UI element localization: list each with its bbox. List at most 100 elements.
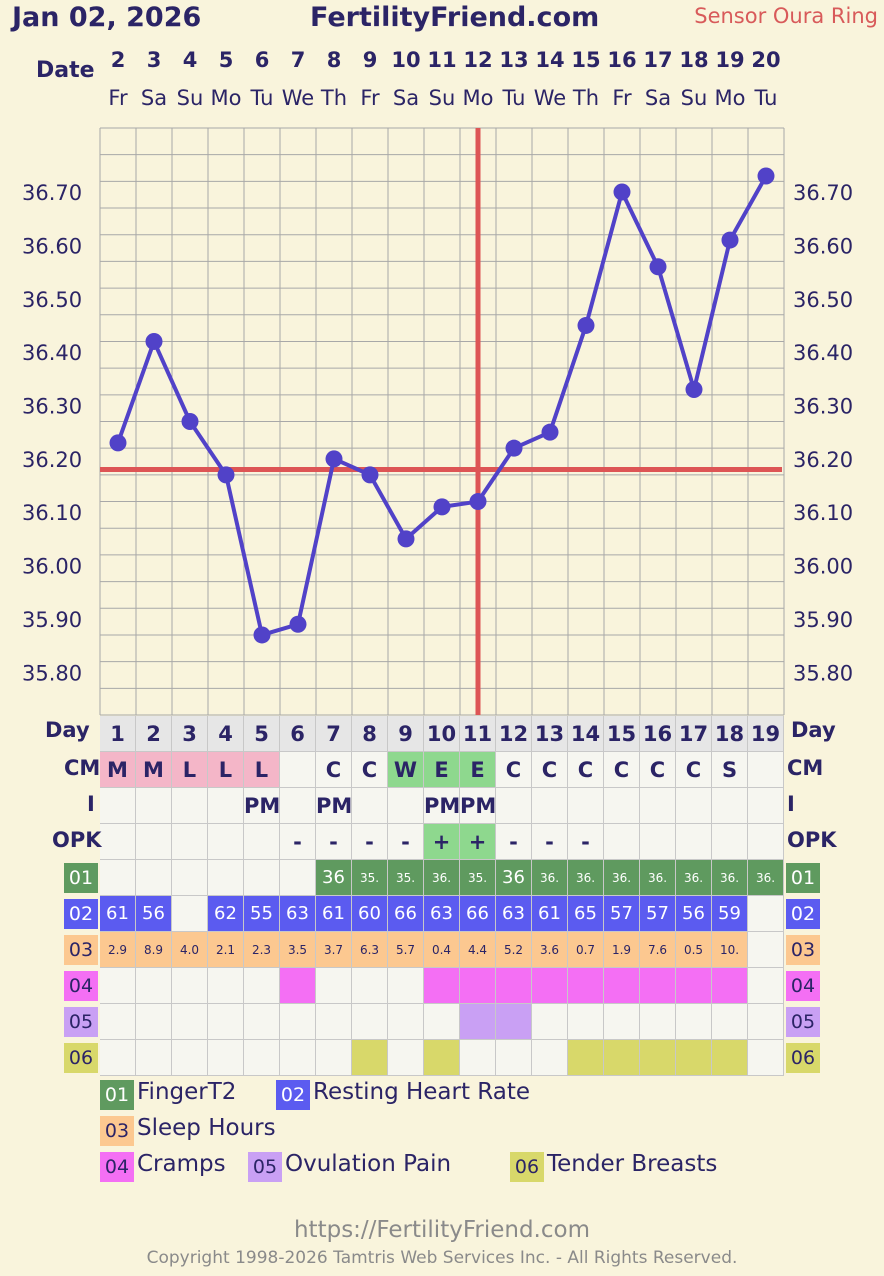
date-label: Date — [36, 58, 95, 83]
day-cell: 5 — [244, 716, 280, 752]
cm-cell: W — [388, 752, 424, 788]
cm-cell: E — [424, 752, 460, 788]
opk-cell — [676, 824, 712, 860]
legend-label: Ovulation Pain — [285, 1151, 452, 1177]
cm-cell: L — [172, 752, 208, 788]
custom-cell-03: 0.5 — [676, 932, 712, 968]
custom-cell-04 — [172, 968, 208, 1004]
day-cell: 8 — [352, 716, 388, 752]
intercourse-label-right: I — [787, 792, 795, 816]
opk-label-right: OPK — [787, 828, 837, 852]
day-cell: 16 — [640, 716, 676, 752]
custom-cell-02: 62 — [208, 896, 244, 932]
cm-cell: C — [496, 752, 532, 788]
custom-cell-05 — [640, 1004, 676, 1040]
opk-cell: - — [280, 824, 316, 860]
custom-cell-01: 36. — [640, 860, 676, 896]
intercourse-cell — [568, 788, 604, 824]
y-tick-label: 36.00 — [22, 555, 82, 579]
opk-label-left: OPK — [52, 828, 102, 852]
custom-cell-05 — [748, 1004, 784, 1040]
custom-cell-04 — [316, 968, 352, 1004]
custom-cell-06 — [280, 1040, 316, 1076]
weekday-label: Sa — [140, 86, 168, 110]
temperature-point — [577, 316, 595, 334]
custom-cell-06 — [640, 1040, 676, 1076]
custom-cell-01: 36 — [496, 860, 532, 896]
cm-cell: S — [712, 752, 748, 788]
legend-badge: 01 — [100, 1080, 134, 1110]
intercourse-cell — [496, 788, 532, 824]
custom-cell-05 — [604, 1004, 640, 1040]
opk-cell: - — [532, 824, 568, 860]
weekday-label: Sa — [392, 86, 420, 110]
custom-cell-03: 3.6 — [532, 932, 568, 968]
custom-cell-03: 4.4 — [460, 932, 496, 968]
site-title[interactable]: FertilityFriend.com — [310, 2, 600, 33]
row-code-left: 03 — [64, 935, 98, 965]
intercourse-cell — [280, 788, 316, 824]
custom-cell-06 — [604, 1040, 640, 1076]
custom-cell-01 — [208, 860, 244, 896]
y-tick-label: 36.00 — [793, 555, 853, 579]
date-number: 11 — [427, 48, 457, 72]
custom-cell-06 — [424, 1040, 460, 1076]
legend-label: Tender Breasts — [547, 1151, 718, 1177]
custom-cell-02: 66 — [460, 896, 496, 932]
custom-cell-02: 57 — [604, 896, 640, 932]
date-number: 6 — [254, 48, 270, 72]
y-tick-label: 36.20 — [22, 448, 82, 472]
weekday-label: Fr — [612, 86, 632, 110]
intercourse-cell: PM — [424, 788, 460, 824]
custom-cell-03: 0.4 — [424, 932, 460, 968]
custom-cell-01 — [244, 860, 280, 896]
temperature-point — [685, 380, 703, 398]
legend-label: Sleep Hours — [137, 1115, 276, 1141]
footer-url[interactable]: https://FertilityFriend.com — [293, 1217, 590, 1243]
intercourse-cell — [748, 788, 784, 824]
row-code-left: 06 — [64, 1043, 98, 1073]
day-cell: 7 — [316, 716, 352, 752]
temperature-line — [116, 175, 768, 637]
custom-cell-02: 56 — [136, 896, 172, 932]
y-tick-label: 36.60 — [793, 234, 853, 258]
custom-cell-06 — [316, 1040, 352, 1076]
temperature-point — [253, 626, 271, 644]
date-number: 13 — [499, 48, 529, 72]
temperature-point — [721, 231, 739, 249]
day-cell: 2 — [136, 716, 172, 752]
custom-cell-01: 36 — [316, 860, 352, 896]
custom-cell-05 — [280, 1004, 316, 1040]
custom-cell-05 — [208, 1004, 244, 1040]
day-cell: 9 — [388, 716, 424, 752]
weekday-label: Su — [680, 86, 708, 110]
custom-cell-03: 4.0 — [172, 932, 208, 968]
custom-cell-01: 35. — [388, 860, 424, 896]
date-number: 20 — [751, 48, 781, 72]
intercourse-cell: PM — [244, 788, 280, 824]
custom-cell-01: 36. — [604, 860, 640, 896]
y-axis-right: 36.70 36.60 36.50 36.40 36.30 36.20 36.10 36.00… — [793, 181, 853, 685]
cm-cell — [280, 752, 316, 788]
y-tick-label: 36.70 — [22, 181, 82, 205]
temperature-point — [613, 183, 631, 201]
opk-cell: - — [496, 824, 532, 860]
weekday-label: Su — [428, 86, 456, 110]
custom-cell-04 — [748, 968, 784, 1004]
intercourse-cell — [532, 788, 568, 824]
custom-cell-04 — [388, 968, 424, 1004]
opk-cell — [748, 824, 784, 860]
custom-cell-04 — [208, 968, 244, 1004]
custom-cell-01: 35. — [460, 860, 496, 896]
custom-cell-02: 61 — [100, 896, 136, 932]
weekday-label: We — [533, 86, 567, 110]
date-number: 16 — [607, 48, 637, 72]
y-tick-label: 36.50 — [22, 288, 82, 312]
date-number: 14 — [535, 48, 565, 72]
row-code-right: 03 — [786, 935, 820, 965]
row-code-right: 05 — [786, 1007, 820, 1037]
opk-cell — [244, 824, 280, 860]
y-tick-label: 36.30 — [22, 394, 82, 418]
intercourse-cell: PM — [460, 788, 496, 824]
custom-cell-06 — [532, 1040, 568, 1076]
